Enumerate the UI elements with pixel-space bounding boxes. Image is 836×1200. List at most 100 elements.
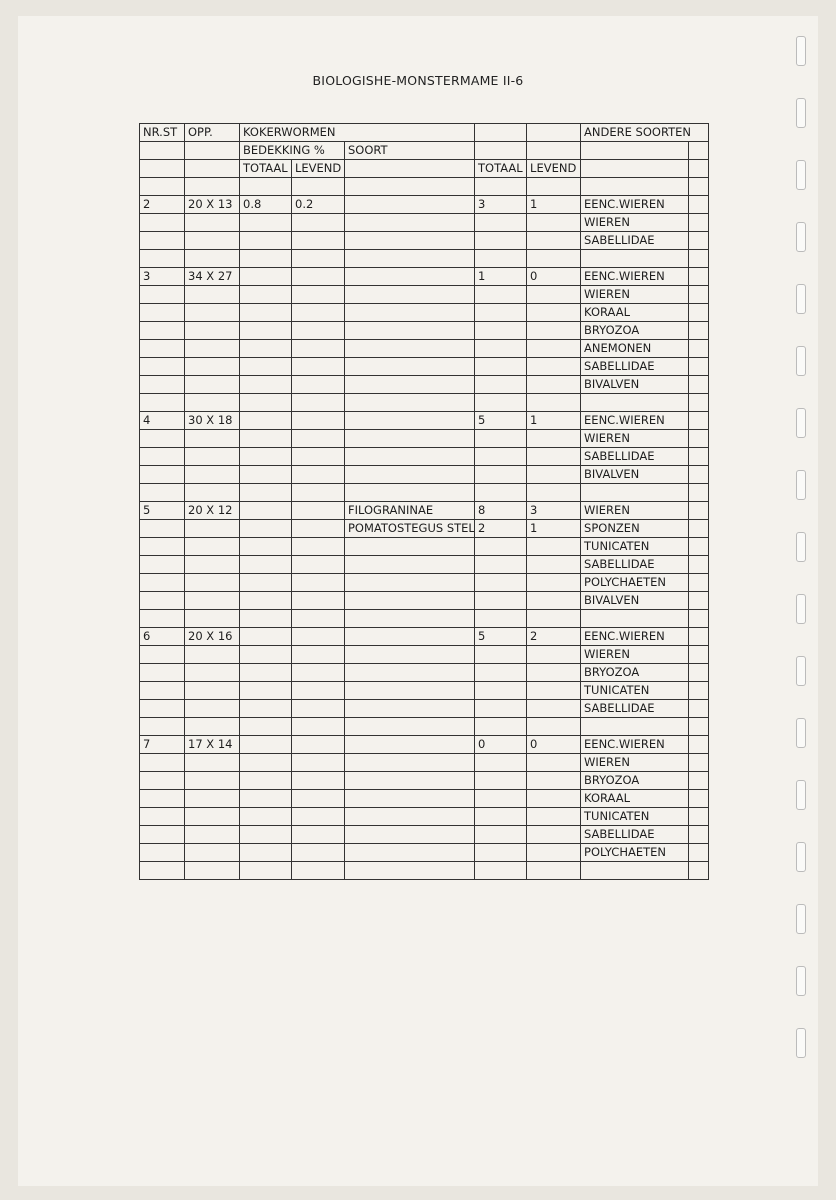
table-row: BRYOZOA: [139, 321, 710, 340]
cell-andere-soort: EENC.WIEREN: [580, 267, 690, 286]
cell-andere-levend: [526, 555, 582, 574]
binder-hole: [796, 160, 806, 190]
cell-opp: 34 X 27: [184, 267, 240, 286]
cell-andere-soort: ANEMONEN: [580, 339, 690, 358]
empty-cell: [688, 645, 710, 664]
cell-bedekking-totaal: [239, 519, 292, 538]
table-row: [139, 483, 710, 502]
empty-cell: [688, 159, 710, 178]
cell-opp: [184, 609, 240, 628]
binder-hole: [796, 284, 806, 314]
cell-nr-st: 7: [139, 735, 185, 754]
binder-hole: [796, 904, 806, 934]
empty-cell: [688, 753, 710, 772]
cell-nr-st: [139, 753, 185, 772]
empty-cell: [688, 357, 710, 376]
table-row: 5 20 X 12 FILOGRANINAE 8 3 WIEREN: [139, 501, 710, 520]
cell-nr-st: [139, 249, 185, 268]
binder-hole: [796, 656, 806, 686]
cell-andere-soort: WIEREN: [580, 753, 690, 772]
cell-andere-levend: [526, 375, 582, 394]
cell-soort: [343, 249, 476, 268]
cell-bedekking-totaal: [239, 753, 292, 772]
table-row: BIVALVEN: [139, 591, 710, 610]
table-row: [139, 717, 710, 736]
cell-andere-soort: WIEREN: [580, 645, 690, 664]
cell-bedekking-levend: [291, 537, 345, 556]
cell-nr-st: [139, 429, 185, 448]
cell-bedekking-totaal: [239, 285, 292, 304]
cell-soort: [343, 447, 476, 466]
cell-andere-totaal: [474, 681, 528, 700]
cell-bedekking-totaal: [239, 267, 292, 286]
cell-bedekking-levend: [291, 573, 345, 592]
table-row: BRYOZOA: [139, 663, 710, 682]
empty-cell: [688, 177, 710, 196]
cell-soort: [343, 699, 476, 718]
cell-andere-totaal: 3: [474, 195, 528, 214]
cell-andere-levend: [526, 393, 582, 412]
cell-andere-totaal: [474, 429, 528, 448]
cell-opp: [184, 771, 240, 790]
empty-cell: [688, 591, 710, 610]
cell-nr-st: [139, 231, 185, 250]
cell-nr-st: [139, 825, 185, 844]
cell-andere-totaal: 2: [474, 519, 528, 538]
empty-cell: [688, 195, 710, 214]
cell-andere-levend: 1: [526, 519, 582, 538]
cell-bedekking-levend: [291, 375, 345, 394]
cell-bedekking-totaal: [239, 339, 292, 358]
cell-bedekking-levend: [291, 789, 345, 808]
cell-nr-st: [139, 645, 185, 664]
cell-andere-totaal: 0: [474, 735, 528, 754]
cell-opp: [184, 555, 240, 574]
cell-bedekking-totaal: [239, 357, 292, 376]
cell-opp: [184, 303, 240, 322]
empty-cell: [688, 375, 710, 394]
cell-andere-soort: SABELLIDAE: [580, 555, 690, 574]
cell-andere-levend: [526, 699, 582, 718]
cell-soort: [343, 843, 476, 862]
empty-cell: [580, 141, 690, 160]
cell-soort: [343, 735, 476, 754]
cell-soort: [343, 591, 476, 610]
table-row: SABELLIDAE: [139, 555, 710, 574]
table-row: 7 17 X 14 0 0 EENC.WIEREN: [139, 735, 710, 754]
cell-bedekking-levend: [291, 285, 345, 304]
cell-andere-totaal: [474, 717, 528, 736]
cell-andere-levend: [526, 609, 582, 628]
cell-bedekking-levend: [291, 465, 345, 484]
empty-cell: [688, 429, 710, 448]
cell-andere-totaal: [474, 825, 528, 844]
cell-opp: [184, 249, 240, 268]
cell-andere-totaal: [474, 321, 528, 340]
cell-andere-totaal: [474, 645, 528, 664]
cell-nr-st: [139, 465, 185, 484]
cell-bedekking-levend: [291, 609, 345, 628]
cell-bedekking-levend: [291, 807, 345, 826]
cell-andere-totaal: [474, 573, 528, 592]
empty-cell: [474, 141, 528, 160]
empty-cell: [688, 825, 710, 844]
cell-bedekking-totaal: [239, 627, 292, 646]
empty-cell: [526, 123, 582, 142]
cell-opp: [184, 375, 240, 394]
cell-bedekking-levend: [291, 591, 345, 610]
cell-andere-levend: [526, 177, 582, 196]
cell-andere-levend: 1: [526, 411, 582, 430]
cell-andere-levend: [526, 645, 582, 664]
cell-soort: [343, 645, 476, 664]
cell-bedekking-levend: [291, 447, 345, 466]
cell-nr-st: [139, 663, 185, 682]
cell-andere-soort: SABELLIDAE: [580, 699, 690, 718]
cell-nr-st: [139, 537, 185, 556]
cell-soort: [343, 429, 476, 448]
header-levend: LEVEND: [291, 159, 345, 178]
cell-nr-st: [139, 789, 185, 808]
cell-andere-totaal: [474, 447, 528, 466]
cell-bedekking-levend: [291, 393, 345, 412]
empty-cell: [688, 681, 710, 700]
empty-cell: [688, 393, 710, 412]
cell-andere-totaal: [474, 609, 528, 628]
cell-bedekking-totaal: [239, 465, 292, 484]
